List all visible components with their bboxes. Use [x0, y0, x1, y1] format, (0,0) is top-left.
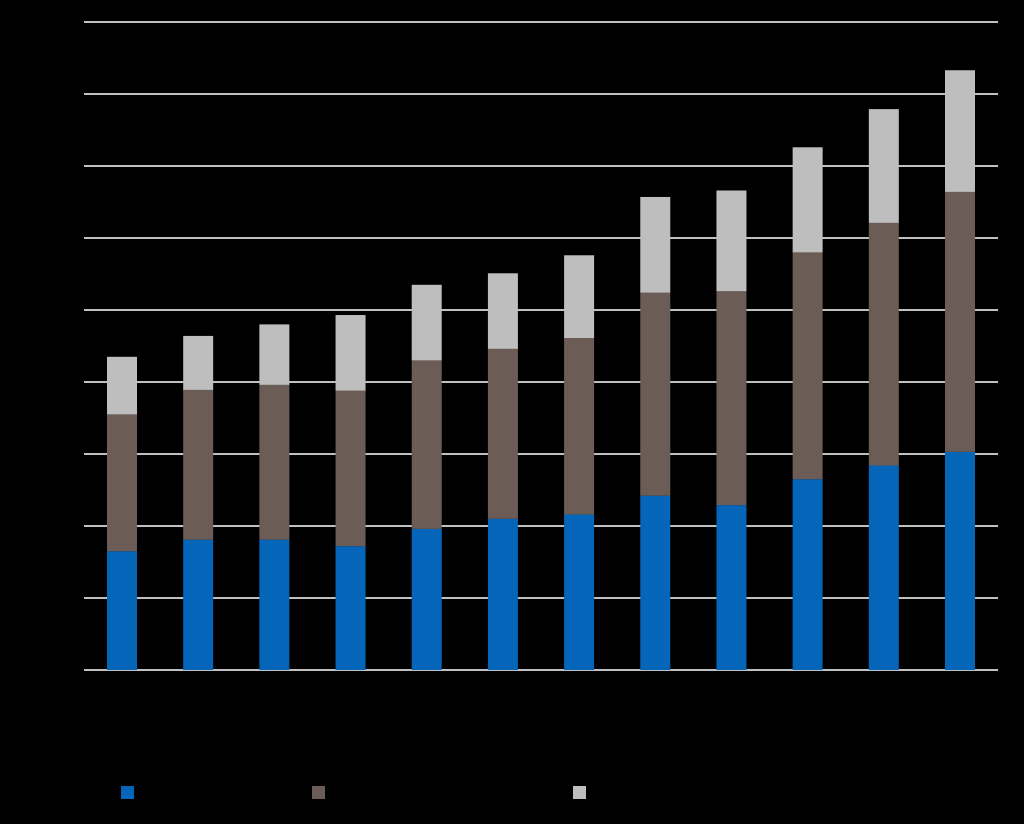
- legend-item-series-1: [121, 778, 142, 806]
- bar-segment-series-1: [564, 514, 595, 670]
- bar-segment-series-2: [792, 252, 823, 480]
- bar-segment-series-2: [183, 389, 214, 540]
- bar-segment-series-1: [411, 528, 442, 670]
- legend-item-series-2: [312, 778, 333, 806]
- bar-segment-series-1: [792, 479, 823, 670]
- bar-segment-series-3: [107, 356, 137, 415]
- legend: [0, 778, 1024, 806]
- bar-segment-series-2: [716, 291, 747, 506]
- bar-segment-series-2: [487, 348, 518, 519]
- bar-segment-series-3: [640, 196, 671, 293]
- legend-swatch-series-2: [312, 785, 325, 799]
- bar-segment-series-1: [868, 465, 899, 670]
- bar-segment-series-1: [107, 551, 137, 670]
- bar-segment-series-2: [640, 292, 671, 496]
- bar-segment-series-3: [868, 109, 899, 223]
- bar-segment-series-2: [868, 222, 899, 466]
- bar-segment-series-2: [945, 191, 975, 452]
- bar-segment-series-2: [411, 360, 442, 529]
- bar-segment-series-3: [487, 273, 518, 349]
- bar-segment-series-2: [335, 390, 366, 547]
- bar-segment-series-3: [335, 315, 366, 391]
- bar-segment-series-3: [259, 324, 290, 385]
- bar-segment-series-2: [564, 338, 595, 515]
- bar-segment-series-1: [335, 546, 366, 670]
- bar-segment-series-3: [183, 335, 214, 390]
- bar-segment-series-1: [259, 539, 290, 670]
- legend-swatch-series-3: [573, 785, 586, 799]
- bar-segment-series-2: [259, 384, 290, 540]
- bar-segment-series-3: [716, 190, 747, 292]
- bar-segment-series-2: [107, 414, 137, 552]
- bar-segment-series-1: [945, 451, 975, 670]
- bar-segment-series-1: [716, 505, 747, 670]
- bar-segment-series-3: [945, 70, 975, 192]
- bar-segment-series-3: [564, 255, 595, 339]
- bar-segment-series-3: [792, 147, 823, 253]
- bar-segment-series-3: [411, 284, 442, 361]
- legend-item-series-3: [573, 778, 594, 806]
- bar-segment-series-1: [183, 539, 214, 670]
- legend-swatch-series-1: [121, 785, 134, 799]
- bar-segment-series-1: [487, 518, 518, 670]
- bar-segment-series-1: [640, 495, 671, 670]
